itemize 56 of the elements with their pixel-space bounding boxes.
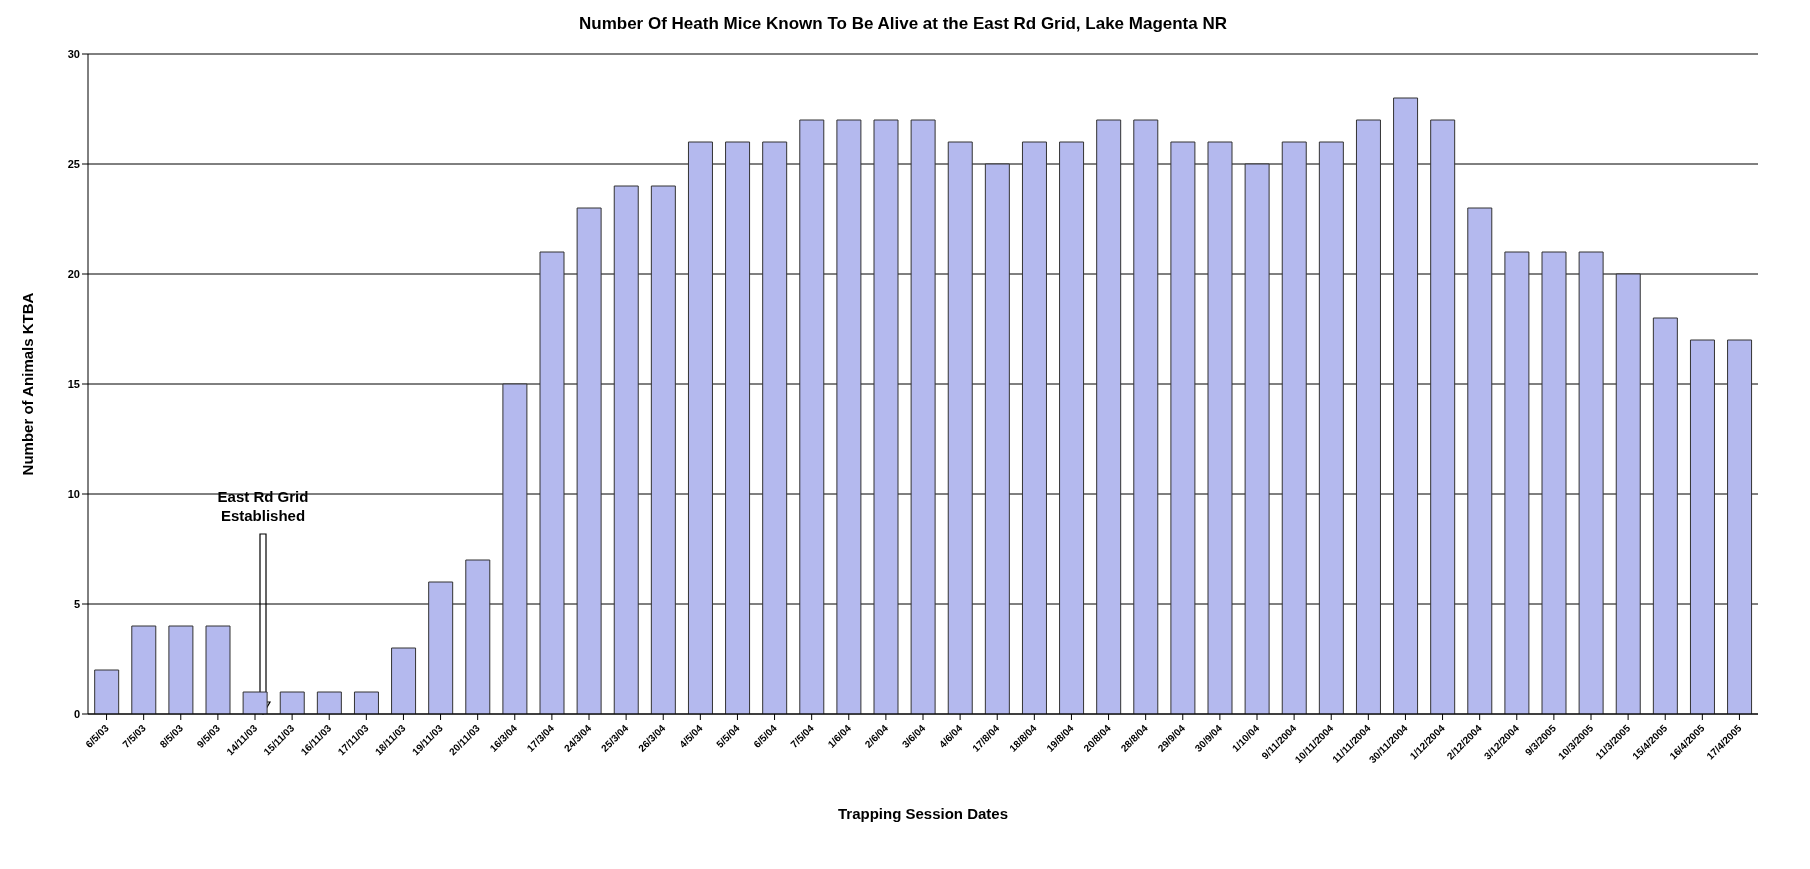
bar [1355,119,1381,714]
bar [1430,119,1456,714]
bar [1578,251,1604,714]
bar [131,625,157,714]
y-tick-label: 20 [67,267,80,280]
bar [1393,97,1419,714]
bar [762,141,788,714]
bar [1652,317,1678,714]
y-tick-label: 0 [73,707,80,720]
bar [799,119,825,714]
bar [353,691,379,714]
annotation: East Rd Grid Established [217,488,309,524]
bar [1244,163,1270,714]
bar [1615,273,1641,714]
bar [725,141,751,714]
bar [1207,141,1233,714]
y-tick-label: 5 [73,597,80,610]
bar [502,383,528,714]
bar [873,119,899,714]
bar [1021,141,1047,714]
bar [465,559,491,714]
bar [1541,251,1567,714]
bar [539,251,565,714]
bar [650,185,676,714]
bar [687,141,713,714]
bar [1727,339,1753,714]
bar [910,119,936,714]
x-axis-title: Trapping Session Dates [837,805,1009,822]
bar [205,625,231,714]
bar [428,581,454,714]
y-axis-title: Number of Animals KTBA [19,292,37,476]
y-tick-label: 10 [67,487,80,500]
bar [1059,141,1085,714]
bar [1133,119,1159,714]
bar [279,691,305,714]
bar [316,691,342,714]
bar [1504,251,1530,714]
bar [1467,207,1493,714]
y-tick-label: 15 [67,377,80,390]
bar [391,647,417,714]
bar [168,625,194,714]
bar [1318,141,1344,714]
y-tick-label: 30 [67,47,80,60]
chart-title: Number Of Heath Mice Known To Be Alive at the East Rd Grid, Lake Magenta NR [578,14,1228,34]
bar [1170,141,1196,714]
bar [613,185,639,714]
bar [242,691,268,714]
bar [947,141,973,714]
bar [1281,141,1307,714]
bar [576,207,602,714]
bar [1096,119,1122,714]
bar [984,163,1010,714]
bar [836,119,862,714]
y-tick-label: 25 [67,157,80,170]
bar [94,669,120,714]
bar [1689,339,1715,714]
